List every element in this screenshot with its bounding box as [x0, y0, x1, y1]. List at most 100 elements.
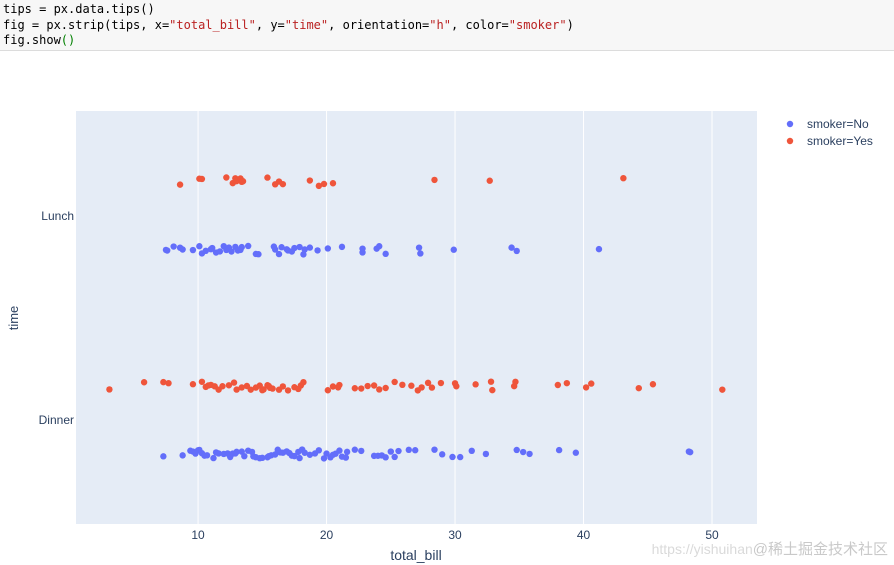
data-point[interactable] — [324, 387, 332, 394]
data-point[interactable] — [279, 180, 287, 188]
data-point[interactable] — [320, 180, 328, 188]
data-point[interactable] — [320, 455, 328, 462]
data-point[interactable] — [635, 384, 642, 392]
data-point[interactable] — [296, 243, 303, 251]
data-point[interactable] — [179, 246, 186, 253]
data-point[interactable] — [238, 384, 245, 391]
data-point[interactable] — [424, 379, 432, 387]
data-point[interactable] — [306, 451, 314, 458]
legend[interactable]: smoker=No smoker=Yes — [786, 117, 873, 148]
data-point[interactable] — [271, 451, 279, 458]
data-point[interactable] — [329, 180, 337, 187]
data-point[interactable] — [382, 384, 389, 392]
data-point[interactable] — [300, 378, 307, 386]
data-point[interactable] — [209, 244, 216, 252]
data-point[interactable] — [210, 454, 217, 462]
data-point[interactable] — [233, 448, 240, 456]
data-point[interactable] — [482, 450, 490, 458]
data-point[interactable] — [165, 379, 172, 387]
data-point[interactable] — [719, 386, 726, 393]
data-point[interactable] — [170, 243, 177, 250]
code-cell[interactable]: tips = px.data.tips() fig = px.strip(tip… — [0, 0, 894, 51]
data-point[interactable] — [216, 248, 224, 255]
data-point[interactable] — [324, 245, 332, 252]
data-point[interactable] — [437, 379, 445, 387]
data-point[interactable] — [106, 386, 113, 393]
legend-marker[interactable] — [786, 137, 794, 145]
data-point[interactable] — [264, 174, 271, 181]
data-point[interactable] — [376, 386, 383, 393]
data-point[interactable] — [196, 243, 203, 250]
data-point[interactable] — [370, 382, 378, 389]
data-point[interactable] — [275, 250, 283, 258]
data-point[interactable] — [554, 381, 562, 389]
data-point[interactable] — [336, 447, 343, 454]
data-point[interactable] — [279, 383, 287, 390]
data-point[interactable] — [301, 246, 308, 253]
data-point[interactable] — [418, 384, 425, 391]
data-point[interactable] — [526, 450, 533, 458]
data-point[interactable] — [271, 246, 279, 253]
data-point[interactable] — [343, 448, 351, 456]
data-point[interactable] — [189, 246, 197, 254]
data-point[interactable] — [438, 451, 446, 458]
data-point[interactable] — [405, 446, 412, 454]
data-point[interactable] — [453, 383, 460, 390]
data-point[interactable] — [408, 382, 415, 389]
data-point[interactable] — [203, 452, 211, 459]
data-point[interactable] — [399, 381, 406, 389]
data-point[interactable] — [269, 385, 276, 392]
data-point[interactable] — [449, 453, 456, 461]
data-point[interactable] — [391, 453, 398, 461]
data-point[interactable] — [508, 244, 515, 251]
data-point[interactable] — [164, 247, 171, 254]
data-point[interactable] — [338, 243, 346, 251]
data-point[interactable] — [431, 176, 438, 184]
data-point[interactable] — [296, 454, 303, 462]
data-point[interactable] — [202, 247, 209, 255]
data-point[interactable] — [179, 452, 186, 459]
legend-label[interactable]: smoker=Yes — [807, 134, 873, 148]
data-point[interactable] — [563, 379, 571, 387]
data-point[interactable] — [417, 250, 424, 257]
data-point[interactable] — [513, 446, 520, 454]
data-point[interactable] — [468, 447, 475, 455]
data-point[interactable] — [512, 378, 519, 386]
data-point[interactable] — [291, 452, 298, 460]
data-point[interactable] — [364, 382, 371, 390]
data-point[interactable] — [219, 383, 226, 390]
data-point[interactable] — [314, 247, 321, 254]
data-point[interactable] — [247, 386, 254, 393]
data-point[interactable] — [472, 381, 479, 388]
data-point[interactable] — [160, 378, 167, 386]
data-point[interactable] — [428, 384, 436, 391]
data-point[interactable] — [255, 251, 262, 258]
data-point[interactable] — [306, 244, 314, 251]
data-point[interactable] — [620, 174, 627, 182]
data-point[interactable] — [456, 453, 464, 461]
data-point[interactable] — [351, 385, 359, 392]
data-point[interactable] — [244, 242, 252, 250]
data-point[interactable] — [239, 178, 247, 185]
data-point[interactable] — [487, 378, 495, 385]
data-point[interactable] — [259, 454, 266, 462]
data-point[interactable] — [336, 381, 343, 389]
data-point[interactable] — [686, 448, 694, 456]
data-point[interactable] — [160, 453, 167, 460]
data-point[interactable] — [315, 182, 323, 190]
data-point[interactable] — [359, 245, 366, 252]
data-point[interactable] — [315, 447, 323, 454]
data-point[interactable] — [572, 449, 580, 456]
data-point[interactable] — [228, 248, 235, 255]
data-point[interactable] — [395, 447, 402, 455]
data-point[interactable] — [387, 448, 395, 455]
data-point[interactable] — [431, 446, 438, 453]
data-points[interactable] — [106, 174, 726, 462]
data-point[interactable] — [519, 448, 527, 456]
data-point[interactable] — [176, 181, 184, 188]
data-point[interactable] — [555, 446, 563, 454]
data-point[interactable] — [291, 244, 298, 252]
data-point[interactable] — [198, 175, 206, 183]
data-point[interactable] — [260, 386, 267, 393]
data-point[interactable] — [513, 247, 520, 255]
